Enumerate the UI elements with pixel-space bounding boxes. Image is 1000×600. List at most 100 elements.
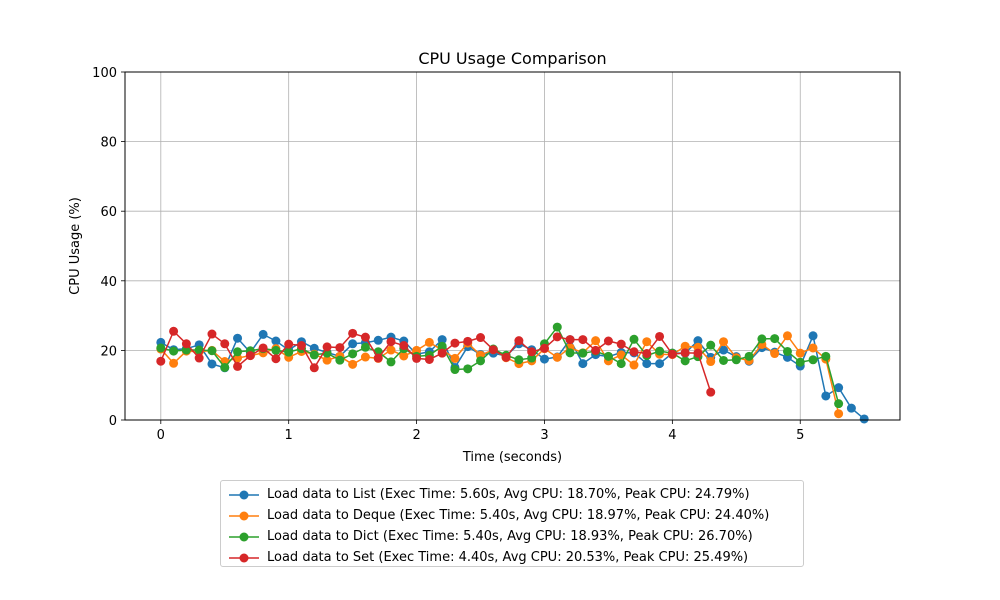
y-tick-label: 80 [100,136,117,151]
legend-label-dict: Load data to Dict (Exec Time: 5.40s, Avg… [267,529,753,544]
data-point [719,355,729,365]
legend-swatch-list [229,490,259,499]
data-point [539,354,549,364]
data-point [616,339,626,349]
data-point [373,353,383,363]
data-point [450,353,460,363]
data-point [284,339,294,349]
series-deque [156,331,844,419]
legend-label-deque: Load data to Deque (Exec Time: 5.40s, Av… [267,508,770,523]
legend-label-set: Load data to Set (Exec Time: 4.40s, Avg … [267,550,749,565]
data-point [578,348,588,358]
data-point [399,351,409,361]
data-point [424,354,434,364]
data-point [667,349,677,359]
series-set [156,326,716,397]
data-point [552,352,562,362]
data-point [578,335,588,345]
data-point [463,364,473,374]
data-point [245,351,255,361]
data-point [591,345,601,355]
data-point [821,351,831,361]
data-point [616,359,626,369]
data-point [552,322,562,332]
data-point [501,352,511,362]
legend-item-dict: Load data to Dict (Exec Time: 5.40s, Avg… [229,526,803,547]
data-point [360,332,370,342]
data-point [629,360,639,370]
data-point [680,356,690,366]
data-point [834,383,844,393]
data-point [821,391,831,401]
plot-frame [124,71,901,421]
data-point [552,332,562,342]
data-point [834,399,844,409]
legend: Load data to List (Exec Time: 5.60s, Avg… [220,480,804,567]
data-point [795,348,805,358]
data-point [719,337,729,347]
data-point [386,357,396,367]
data-point [514,355,524,365]
legend-item-list: Load data to List (Exec Time: 5.60s, Avg… [229,484,803,505]
data-point [578,359,588,369]
data-point [808,355,818,365]
data-point [296,341,306,351]
data-point [271,354,281,364]
chart-title: CPU Usage Comparison [418,49,606,68]
x-tick-label: 4 [668,428,676,443]
y-tick-label: 40 [100,275,117,290]
data-point [386,337,396,347]
data-point [207,359,217,369]
data-point [642,359,652,369]
x-tick-label: 5 [796,428,804,443]
data-point [476,333,486,343]
data-point [565,335,575,345]
data-point [450,365,460,375]
data-point [655,359,665,369]
data-point [476,356,486,366]
data-point [680,341,690,351]
data-point [348,349,358,359]
data-point [514,336,524,346]
data-point [629,334,639,344]
x-tick-label: 2 [412,428,420,443]
data-point [322,355,332,365]
data-point [527,347,537,357]
y-axis-title: CPU Usage (%) [68,197,83,295]
data-point [181,345,191,355]
data-point [693,336,703,346]
data-point [348,339,358,349]
y-tick-label: 0 [109,414,117,429]
data-point [207,346,217,356]
ticks: 0 1 2 3 4 5 0 20 40 60 80 100 [92,66,804,443]
data-point [220,339,230,349]
data-point [335,355,345,365]
data-point [757,334,767,344]
data-point [360,352,370,362]
data-point [437,348,447,358]
legend-swatch-set [229,553,259,562]
data-point [271,345,281,355]
legend-swatch-deque [229,511,259,520]
data-point [258,329,268,339]
data-point [706,340,716,350]
data-point [181,339,191,349]
data-point [680,348,690,358]
data-point [795,357,805,367]
data-point [450,338,460,348]
data-point [808,331,818,341]
y-tick-label: 60 [100,205,117,220]
legend-label-list: Load data to List (Exec Time: 5.60s, Avg… [267,487,750,502]
y-tick-label: 20 [100,344,117,359]
data-point [258,343,268,353]
data-point [808,343,818,353]
data-point [744,351,754,361]
data-point [539,343,549,353]
data-point [194,353,204,363]
data-point [233,361,243,371]
data-point [386,345,396,355]
data-point [629,347,639,357]
data-point [591,336,601,346]
data-point [348,359,358,369]
data-point [233,353,243,363]
